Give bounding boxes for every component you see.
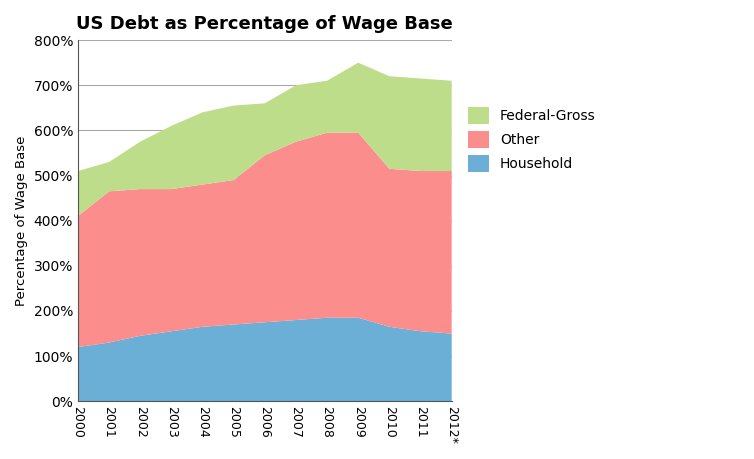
Legend: Federal-Gross, Other, Household: Federal-Gross, Other, Household bbox=[462, 101, 601, 177]
Y-axis label: Percentage of Wage Base: Percentage of Wage Base bbox=[15, 135, 28, 306]
Title: US Debt as Percentage of Wage Base: US Debt as Percentage of Wage Base bbox=[76, 15, 453, 33]
